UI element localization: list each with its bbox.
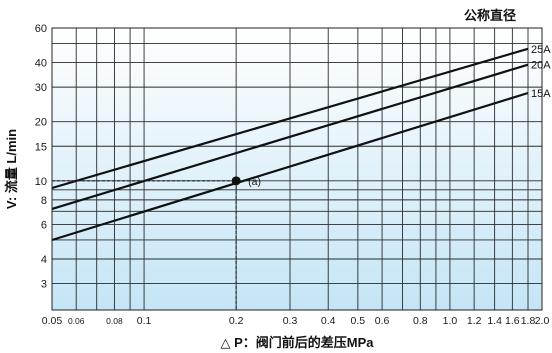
plot-area [52,28,542,310]
y-tick-label-3: 3 [41,279,47,291]
x-tick-label-0-08: 0.08 [106,316,123,326]
x-tick-label-1: 1.0 [443,315,458,327]
annotation: (a) [52,176,261,310]
series-line-15A [51,91,529,242]
series-labels: 25A 20A 15A [531,44,551,100]
x-tick-label-1-8: 1.8 [521,315,536,327]
y-tick-label-6: 6 [41,219,47,231]
y-tick-label-40: 40 [35,58,47,70]
tick-labels: 0.05 0.06 0.08 0.1 0.2 0.3 0.4 0.5 0.6 0.8 1.0 1.2 1… [35,23,550,327]
y-axis-title: V: 流量 L/min [4,129,19,209]
series-line-20A [51,63,529,210]
x-tick-label-0-6: 0.6 [375,315,390,327]
series-line-25A [51,47,529,190]
y-tick-label-20: 20 [35,117,47,129]
annotation-label: (a) [248,176,261,188]
x-axis-title: △ P：阀门前后的差压MPa [220,335,374,350]
y-tick-label-10: 10 [35,176,47,188]
chart-title: 公称直径 [464,8,516,23]
x-tick-label-0-06: 0.06 [68,316,85,326]
plot-frame [51,27,543,311]
x-tick-label-0-5: 0.5 [351,315,366,327]
y-tick-label-30: 30 [35,82,47,94]
series-label-15A: 15A [531,88,551,100]
x-tick-label-0-1: 0.1 [137,315,152,327]
x-tick-label-1-2: 1.2 [467,315,482,327]
x-tick-label-0-8: 0.8 [413,315,428,327]
x-tick-label-0-3: 0.3 [283,315,298,327]
x-tick-label-2: 2.0 [535,315,550,327]
y-tick-label-60: 60 [35,23,47,35]
series-lines [51,47,529,242]
x-tick-label-1-6: 1.6 [505,315,520,327]
series-label-20A: 20A [531,60,551,72]
x-tick-label-0-05: 0.05 [42,315,63,327]
series-label-25A: 25A [531,44,551,56]
y-tick-label-4: 4 [41,254,47,266]
y-tick-label-8: 8 [41,195,47,207]
grid-lines [52,28,542,310]
x-tick-label-1-4: 1.4 [487,315,502,327]
y-tick-label-15: 15 [35,141,47,153]
annotation-point [231,176,241,186]
x-tick-label-0-2: 0.2 [229,315,244,327]
x-tick-label-0-4: 0.4 [321,315,336,327]
